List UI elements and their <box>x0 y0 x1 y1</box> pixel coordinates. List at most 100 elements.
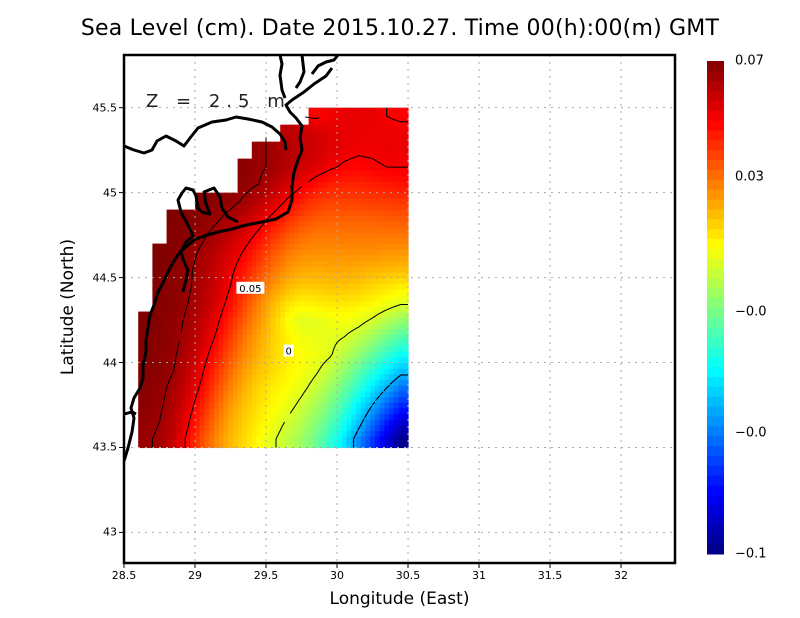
heat-cell <box>341 311 348 318</box>
heat-cell <box>256 232 262 239</box>
heat-cell <box>289 294 296 301</box>
heat-cell <box>370 130 376 137</box>
heat-cell <box>318 277 324 284</box>
heat-cell <box>251 226 258 233</box>
heat-cell <box>209 436 215 443</box>
heat-cell <box>284 419 291 426</box>
heat-cell <box>294 419 300 426</box>
heat-cell <box>374 243 381 250</box>
heat-cell <box>266 390 272 398</box>
heat-cell <box>289 402 296 409</box>
heat-cell <box>209 390 215 398</box>
heat-cell <box>322 294 329 301</box>
heat-cell <box>223 283 229 290</box>
heat-cell <box>299 175 305 182</box>
heat-cell <box>384 311 390 318</box>
heat-cell <box>403 385 409 392</box>
heat-cell <box>398 311 404 318</box>
heat-cell <box>152 402 158 409</box>
heat-cell <box>138 407 144 415</box>
heat-cell <box>152 334 158 341</box>
heat-cell <box>228 300 234 307</box>
heat-cell <box>171 351 177 358</box>
heat-cell <box>138 345 144 352</box>
contour-line <box>275 304 408 448</box>
heat-cell <box>374 283 381 290</box>
heat-cell <box>280 317 286 324</box>
heat-cell <box>393 294 400 301</box>
heat-cell <box>138 396 144 403</box>
heat-cell <box>384 283 390 290</box>
heat-cell <box>346 379 352 386</box>
heat-cell <box>261 441 267 449</box>
heat-cell <box>393 277 400 284</box>
heat-cell <box>275 288 281 296</box>
heat-cell <box>398 345 404 352</box>
heat-cell <box>161 271 168 279</box>
x-tick-label: 28.5 <box>111 569 137 582</box>
heat-cell <box>218 266 224 273</box>
heat-cell <box>355 164 362 171</box>
heat-cell <box>232 271 239 279</box>
heat-cell <box>266 345 272 352</box>
heat-cell <box>299 339 305 347</box>
heat-cell <box>232 277 239 284</box>
heat-cell <box>341 124 348 131</box>
heat-cell <box>237 345 243 352</box>
heat-cell <box>247 232 253 239</box>
heat-cell <box>223 192 229 199</box>
heat-cell <box>403 209 409 216</box>
heat-cell <box>199 226 206 233</box>
heat-cell <box>161 254 168 262</box>
heat-cell <box>337 124 343 131</box>
heat-cell <box>266 158 272 165</box>
heat-cell <box>256 220 262 228</box>
contour-line <box>184 107 408 448</box>
heat-cell <box>228 441 234 449</box>
heat-cell <box>337 419 343 426</box>
heat-cell <box>289 141 296 148</box>
heat-cell <box>275 169 281 177</box>
heat-cell <box>261 158 267 165</box>
heat-cell <box>379 107 385 114</box>
heat-cell <box>176 379 182 386</box>
heat-cell <box>228 419 234 426</box>
heat-cell <box>365 130 371 137</box>
colorbar-band <box>707 139 724 151</box>
heat-cell <box>346 419 352 426</box>
heat-cell <box>270 266 277 273</box>
heat-cell <box>337 113 343 120</box>
heat-cell <box>209 294 215 301</box>
heat-cell <box>213 334 220 341</box>
heat-cell <box>185 209 191 216</box>
colorbar-band <box>707 514 724 525</box>
heat-cell <box>190 305 196 313</box>
heat-cell <box>384 169 390 177</box>
heat-cell <box>270 232 277 239</box>
heat-cell <box>152 339 158 347</box>
heat-cell <box>280 175 286 182</box>
heat-cell <box>171 266 177 273</box>
heat-cell <box>351 181 357 188</box>
heat-cell <box>242 373 248 381</box>
heat-cell <box>327 368 333 375</box>
heat-cell <box>398 441 404 449</box>
heat-cell <box>213 192 220 199</box>
heat-cell <box>289 152 296 160</box>
heat-cell <box>374 300 381 307</box>
heat-cell <box>398 328 404 335</box>
heat-cell <box>251 311 258 318</box>
heat-cell <box>294 260 300 267</box>
heat-cell <box>299 351 305 358</box>
heat-cell <box>365 294 371 301</box>
heat-cell <box>166 356 172 364</box>
heat-cell <box>327 152 333 160</box>
heat-cell <box>365 396 371 403</box>
contour-label-bg <box>283 344 294 357</box>
heat-cell <box>266 305 272 313</box>
heat-cell <box>147 441 153 449</box>
heat-cell <box>379 407 385 415</box>
heat-cell <box>337 277 343 284</box>
heat-cell <box>351 243 357 250</box>
heat-cell <box>403 390 409 398</box>
